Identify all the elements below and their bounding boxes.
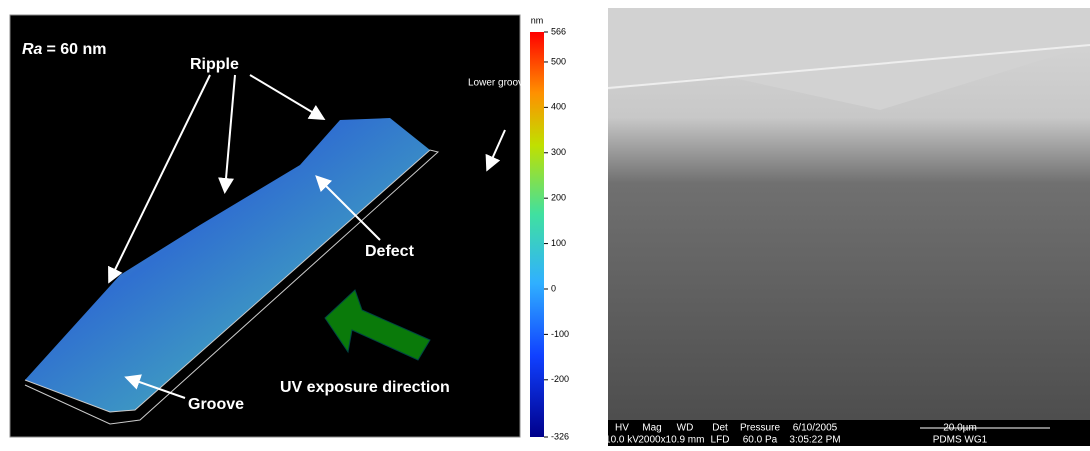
figure: Ra= 60 nm Ripple Defect Groove UV exposu… xyxy=(0,0,1090,446)
roughness-value: = 60 nm xyxy=(46,41,106,58)
sem-info-value: 3:05:22 PM xyxy=(789,435,840,446)
colorbar-tick-label: 0 xyxy=(551,283,556,293)
colorbar-tick-label: -326 xyxy=(551,431,569,441)
colorbar-tick-label: 200 xyxy=(551,193,566,203)
groove-label: Groove xyxy=(188,396,244,413)
colorbar-unit: nm xyxy=(531,15,544,25)
sem-info-value: 2000x xyxy=(638,435,665,446)
colorbar-tick-label: 500 xyxy=(551,56,566,66)
colorbar-tick-label: -100 xyxy=(551,329,569,339)
uv-label: UV exposure direction xyxy=(280,379,450,396)
colorbar-tick-label: 300 xyxy=(551,147,566,157)
roughness-symbol: Ra xyxy=(22,41,43,58)
roughness: Ra= 60 nm xyxy=(22,41,106,58)
sem-info-value: 10.9 mm xyxy=(666,435,705,446)
colorbar-tick-label: 566 xyxy=(551,26,566,36)
sem-info-header: 6/10/2005 xyxy=(793,423,838,434)
colorbar xyxy=(530,32,544,437)
colorbar-tick-label: 400 xyxy=(551,102,566,112)
sem-info-header: HV xyxy=(615,423,629,434)
sem-info-value: LFD xyxy=(711,435,730,446)
colorbar-tick-label: 100 xyxy=(551,238,566,248)
sem-info-header: Pressure xyxy=(740,423,780,434)
lower-grooves-label: Lower grooves xyxy=(468,78,534,89)
defect-label: Defect xyxy=(365,243,415,260)
sem-info-header: Mag xyxy=(642,423,661,434)
sem-info-header: Det xyxy=(712,423,728,434)
sem-info-value: PDMS WG1 xyxy=(933,435,988,446)
colorbar-tick-label: -200 xyxy=(551,374,569,384)
sem-info-header: WD xyxy=(677,423,694,434)
sem-info-value: 10.0 kV xyxy=(605,435,639,446)
sem-info-value: 60.0 Pa xyxy=(743,435,778,446)
ripple-label: Ripple xyxy=(190,56,239,73)
